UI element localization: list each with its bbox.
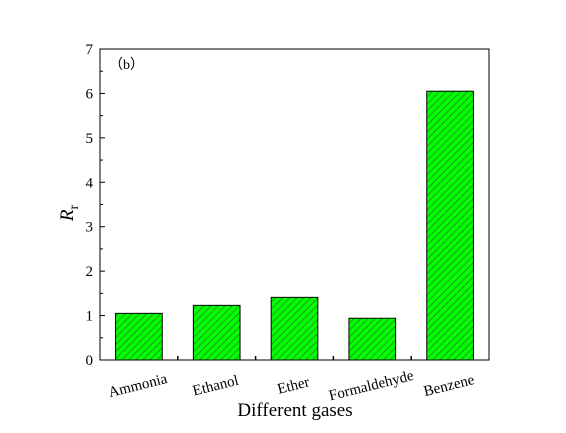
panel-label: （b） (109, 57, 144, 73)
x-tick-label-formaldehyde: Formaldehyde (327, 368, 415, 405)
y-tick-label: 2 (86, 264, 94, 280)
x-axis-tick-labels: Ammonia Ethanol Ether Formaldehyde Benzene (107, 368, 477, 405)
y-tick-label: 4 (86, 175, 94, 191)
y-tick-label: 1 (86, 309, 94, 325)
y-axis-title: Rr (57, 205, 82, 223)
x-tick-label-ammonia: Ammonia (107, 371, 169, 401)
bar-ammonia (115, 312, 163, 361)
bar-formaldehyde (348, 317, 397, 361)
x-tick-label-ethanol: Ethanol (191, 373, 240, 400)
bar-ethanol (192, 304, 241, 361)
x-axis-ticks (177, 356, 412, 360)
svg-text:Rr: Rr (57, 205, 82, 223)
x-tick-label-benzene: Benzene (422, 372, 476, 400)
y-tick-label: 6 (86, 86, 94, 102)
y-tick-label: 0 (86, 353, 94, 369)
x-axis-title: Different gases (237, 400, 352, 421)
bars (115, 90, 474, 361)
bar-ether (270, 296, 319, 361)
y-axis-ticks: 0 1 2 3 4 5 6 7 (86, 42, 105, 369)
y-axis-title-main: R (57, 209, 78, 222)
y-axis-title-sub: r (67, 205, 82, 210)
y-tick-label: 3 (86, 220, 94, 236)
x-tick-label-ether: Ether (276, 374, 311, 397)
y-tick-label: 5 (86, 131, 94, 147)
bar-benzene (426, 90, 474, 361)
y-tick-label: 7 (86, 42, 94, 58)
